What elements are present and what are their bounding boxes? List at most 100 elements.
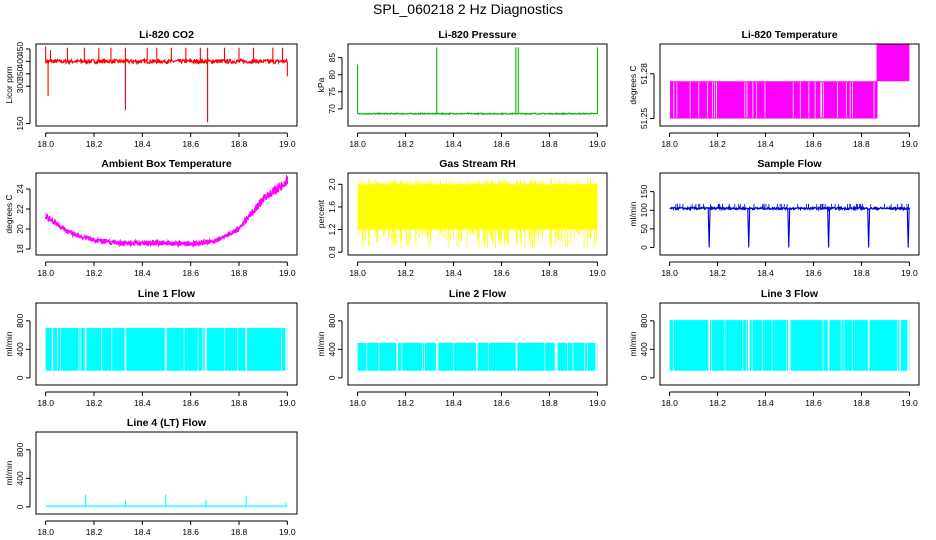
plot-frame (35, 302, 298, 386)
x-tick-label: 18.4 (445, 139, 462, 149)
x-tick-label: 18.0 (349, 398, 366, 408)
y-tick-label: 300 (15, 79, 25, 93)
panel-9: Line 4 (LT) Flow 18.0 18.2 18.4 18.6 18.8 19.0… (4, 417, 298, 537)
y-tick-label: 150 (15, 116, 25, 130)
x-tick-label: 18.6 (182, 268, 199, 278)
chart-title: Li-820 Temperature (741, 29, 837, 41)
x-tick-label: 18.8 (541, 398, 558, 408)
chart-title: Ambient Box Temperature (101, 158, 232, 170)
x-tick-label: 18.6 (805, 268, 822, 278)
plot-frame (347, 43, 608, 127)
x-tick-label: 19.0 (279, 527, 296, 537)
y-axis-label: ml/min (316, 331, 326, 356)
series-marks (669, 44, 910, 119)
chart-title: Line 3 Flow (761, 288, 819, 300)
y-tick-label: 24 (15, 184, 25, 194)
y-axis-label: kPa (316, 77, 326, 92)
plot-frame (659, 302, 920, 386)
series-level-low (669, 81, 878, 119)
x-tick-label: 18.4 (134, 398, 151, 408)
y-tick-label: 800 (639, 313, 649, 327)
x-tick-label: 19.0 (901, 268, 918, 278)
x-tick-label: 18.0 (37, 268, 54, 278)
x-tick-label: 18.6 (182, 527, 199, 537)
chart-title: Line 4 (LT) Flow (127, 417, 207, 429)
x-tick-label: 19.0 (589, 139, 606, 149)
x-tick-label: 19.0 (901, 398, 918, 408)
series-marks (669, 319, 910, 372)
y-axis-label: ml/min (4, 460, 14, 485)
x-tick-label: 18.0 (37, 527, 54, 537)
series-marks (669, 203, 910, 248)
y-tick-label: 0 (15, 504, 25, 509)
x-tick-label: 18.2 (709, 139, 726, 149)
x-tick-label: 18.4 (134, 139, 151, 149)
x-tick-label: 18.8 (231, 527, 248, 537)
x-tick-label: 18.6 (182, 398, 199, 408)
x-tick-label: 18.2 (86, 268, 103, 278)
y-tick-label: 800 (15, 313, 25, 327)
x-tick-label: 18.2 (397, 398, 414, 408)
x-tick-label: 18.2 (86, 139, 103, 149)
plot-frame (35, 431, 298, 515)
y-tick-label: 0 (15, 375, 25, 380)
x-tick-label: 19.0 (589, 398, 606, 408)
x-tick-label: 18.8 (541, 139, 558, 149)
x-tick-label: 19.0 (279, 398, 296, 408)
panel-6: Line 1 Flow 18.0 18.2 18.4 18.6 18.8 19.0 0 400 8… (4, 288, 298, 408)
chart-title: Line 1 Flow (138, 288, 196, 300)
chart-title: Li-820 Pressure (438, 29, 516, 41)
plot-frame (347, 172, 608, 256)
plot-frame (35, 172, 298, 256)
series-line (44, 174, 289, 249)
x-tick-label: 18.6 (493, 268, 510, 278)
panel-4: Gas Stream RH 18.0 18.2 18.4 18.6 18.8 19.0 0.8… (316, 158, 608, 278)
x-tick-label: 18.0 (37, 139, 54, 149)
x-tick-label: 18.6 (805, 398, 822, 408)
series-marks (357, 178, 598, 250)
x-tick-label: 18.0 (661, 268, 678, 278)
y-axis-label: percent (316, 199, 326, 228)
x-tick-label: 18.8 (231, 398, 248, 408)
figure-title: SPL_060218 2 Hz Diagnostics (373, 1, 563, 17)
y-tick-label: 75 (327, 87, 337, 97)
x-tick-label: 19.0 (279, 139, 296, 149)
x-tick-label: 18.0 (661, 398, 678, 408)
y-tick-label: 400 (15, 471, 25, 485)
plot-frame (659, 43, 920, 127)
panel-8: Line 3 Flow 18.0 18.2 18.4 18.6 18.8 19.0 0 400 8… (628, 288, 920, 408)
x-tick-label: 18.2 (86, 398, 103, 408)
series-dip (906, 208, 910, 248)
y-tick-label: 450 (15, 42, 25, 56)
x-tick-label: 18.4 (134, 527, 151, 537)
y-tick-label: 85 (327, 53, 337, 63)
x-tick-label: 18.2 (86, 527, 103, 537)
y-tick-label: 100 (639, 203, 649, 217)
series-marks (45, 494, 288, 507)
y-tick-label: 800 (327, 313, 337, 327)
x-tick-label: 18.0 (37, 398, 54, 408)
panel-5: Sample Flow 18.0 18.2 18.4 18.6 18.8 19.0 0 50 10… (628, 158, 920, 278)
chart-title: Gas Stream RH (439, 158, 515, 170)
y-axis-label: ml/min (4, 331, 14, 356)
series-dip (747, 208, 751, 248)
chart-title: Line 2 Flow (449, 288, 507, 300)
series-dip (787, 208, 791, 248)
y-tick-label: 50 (639, 224, 649, 234)
series-line (357, 111, 598, 116)
x-tick-label: 18.2 (397, 268, 414, 278)
y-axis-label: ml/min (628, 201, 638, 226)
chart-title: Li-820 CO2 (139, 29, 194, 41)
x-tick-label: 18.4 (445, 398, 462, 408)
series-marks (44, 174, 289, 249)
y-tick-label: 150 (639, 184, 649, 198)
x-tick-label: 18.2 (709, 268, 726, 278)
x-tick-label: 18.0 (349, 139, 366, 149)
x-tick-label: 18.8 (231, 139, 248, 149)
y-tick-label: 0 (639, 245, 649, 250)
x-tick-label: 18.8 (541, 268, 558, 278)
plot-frame (659, 172, 920, 256)
series-level-high (877, 44, 910, 82)
y-tick-label: 2.0 (327, 178, 337, 190)
